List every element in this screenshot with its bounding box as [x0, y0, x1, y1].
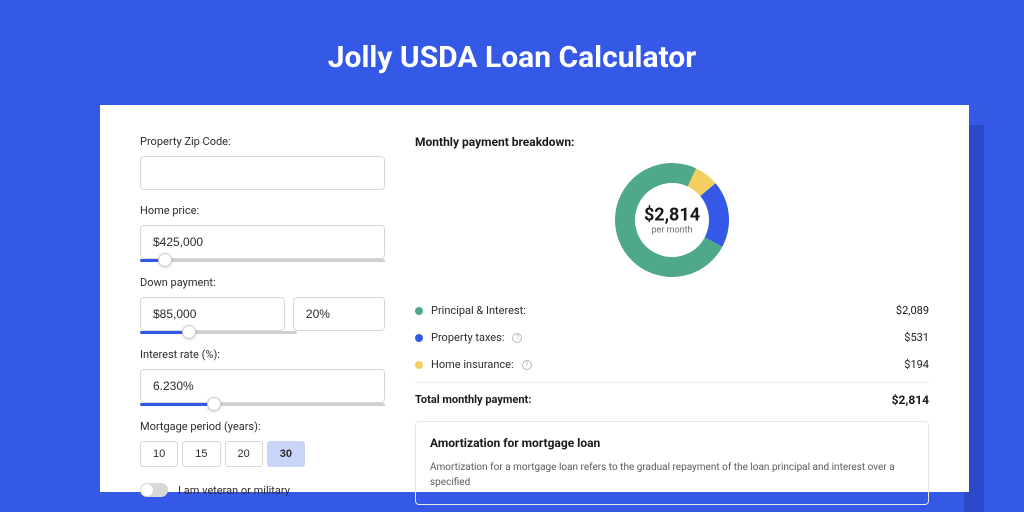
legend-label-ins: Home insurance: [431, 358, 514, 371]
legend-value-pi: $2,089 [896, 304, 929, 317]
home-price-input[interactable] [140, 225, 385, 259]
interest-group: Interest rate (%): [140, 348, 385, 406]
total-row: Total monthly payment: $2,814 [415, 382, 929, 421]
veteran-label: I am veteran or military [178, 484, 290, 497]
zip-label: Property Zip Code: [140, 135, 385, 148]
down-payment-pct-input[interactable] [293, 297, 385, 331]
legend-row-tax: Property taxes:? $531 [415, 324, 929, 351]
legend-dot-ins [415, 361, 423, 369]
home-price-group: Home price: [140, 204, 385, 262]
form-column: Property Zip Code: Home price: Down paym… [140, 135, 385, 462]
legend-row-ins: Home insurance:? $194 [415, 351, 929, 378]
total-label: Total monthly payment: [415, 393, 531, 407]
donut-sub: per month [644, 226, 700, 236]
legend-label-tax: Property taxes: [431, 331, 504, 344]
veteran-toggle[interactable] [140, 483, 168, 497]
legend-label-pi: Principal & Interest: [431, 304, 526, 317]
amortization-title: Amortization for mortgage loan [430, 436, 914, 450]
down-payment-group: Down payment: [140, 276, 385, 334]
zip-field-group: Property Zip Code: [140, 135, 385, 190]
interest-slider-thumb[interactable] [207, 397, 221, 411]
home-price-slider-thumb[interactable] [158, 253, 172, 267]
info-icon[interactable]: ? [522, 360, 532, 370]
total-value: $2,814 [892, 393, 929, 407]
period-label: Mortgage period (years): [140, 420, 385, 433]
breakdown-title: Monthly payment breakdown: [415, 135, 929, 149]
veteran-toggle-knob [141, 484, 153, 496]
down-payment-label: Down payment: [140, 276, 385, 289]
period-group: Mortgage period (years): 10152030 [140, 420, 385, 467]
calculator-card: Property Zip Code: Home price: Down paym… [100, 105, 969, 492]
legend-row-pi: Principal & Interest: $2,089 [415, 297, 929, 324]
period-btn-20[interactable]: 20 [225, 441, 263, 467]
donut-chart: $2,814 per month [415, 163, 929, 277]
period-btn-30[interactable]: 30 [267, 441, 305, 467]
down-payment-slider[interactable] [140, 331, 297, 334]
interest-slider[interactable] [140, 403, 385, 406]
zip-input[interactable] [140, 156, 385, 190]
legend-dot-pi [415, 307, 423, 315]
info-icon[interactable]: ? [512, 333, 522, 343]
interest-input[interactable] [140, 369, 385, 403]
page-title: Jolly USDA Loan Calculator [0, 0, 1024, 105]
legend-value-tax: $531 [904, 331, 929, 344]
home-price-label: Home price: [140, 204, 385, 217]
legend-value-ins: $194 [904, 358, 929, 371]
interest-label: Interest rate (%): [140, 348, 385, 361]
period-btn-15[interactable]: 15 [182, 441, 220, 467]
home-price-slider[interactable] [140, 259, 385, 262]
amortization-text: Amortization for a mortgage loan refers … [430, 460, 914, 490]
period-btn-10[interactable]: 10 [140, 441, 178, 467]
down-payment-input[interactable] [140, 297, 285, 331]
breakdown-column: Monthly payment breakdown: $2,814 per mo… [415, 135, 929, 462]
amortization-box: Amortization for mortgage loan Amortizat… [415, 421, 929, 505]
legend-dot-tax [415, 334, 423, 342]
veteran-row: I am veteran or military [140, 483, 385, 497]
donut-center: $2,814 per month [644, 205, 700, 236]
donut-amount: $2,814 [644, 205, 700, 226]
down-payment-slider-thumb[interactable] [182, 325, 196, 339]
